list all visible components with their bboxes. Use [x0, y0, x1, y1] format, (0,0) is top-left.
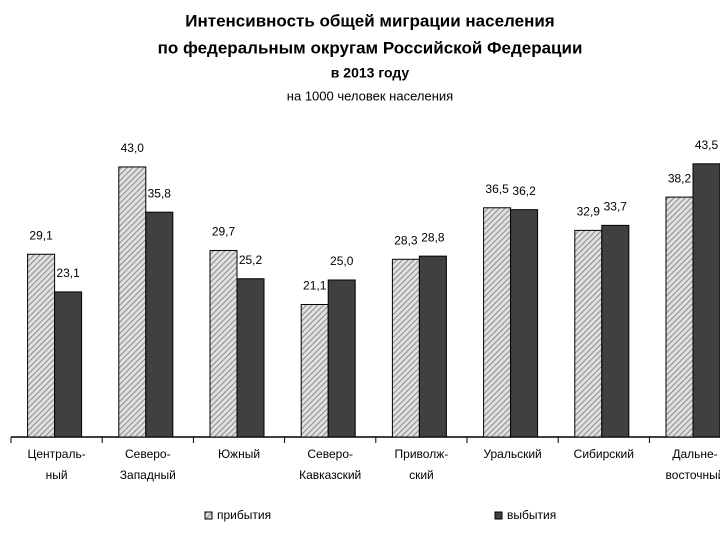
bar [483, 207, 512, 438]
value-label: 21,1 [303, 279, 327, 293]
legend-label: выбытия [507, 508, 556, 522]
legend-swatch [494, 511, 503, 520]
bar [236, 278, 265, 438]
value-label: 38,2 [668, 171, 692, 185]
value-label: 29,1 [29, 228, 53, 242]
bar [391, 258, 420, 438]
value-label: 29,7 [212, 225, 236, 239]
chart-subtitle: на 1000 человек населения [287, 88, 453, 103]
bar [418, 255, 447, 438]
value-label: 25,2 [239, 253, 263, 267]
bar [54, 291, 83, 438]
value-label: 32,9 [577, 205, 601, 219]
chart-title: Интенсивность общей миграции населения [185, 11, 554, 30]
x-tick-label: Южный [218, 447, 260, 461]
bar [601, 224, 630, 438]
x-tick-label: Кавказский [299, 468, 361, 482]
value-label: 43,5 [695, 138, 719, 152]
legend-label: прибытия [217, 508, 271, 522]
x-tick-label: восточный [666, 468, 720, 482]
bar [118, 166, 147, 438]
value-label: 23,1 [56, 266, 80, 280]
x-tick-label: Западный [120, 468, 176, 482]
x-tick-label: Сибирский [574, 447, 634, 461]
value-label: 36,2 [512, 184, 536, 198]
bar [692, 163, 720, 438]
value-label: 28,8 [421, 230, 445, 244]
bar [27, 253, 56, 438]
value-label: 43,0 [121, 141, 145, 155]
bar [574, 229, 603, 438]
value-label: 33,7 [604, 200, 628, 214]
x-tick-label: Уральский [483, 447, 541, 461]
x-tick-label: Северо- [307, 447, 353, 461]
chart-title: в 2013 году [331, 65, 410, 81]
x-tick-label: Централь- [27, 447, 85, 461]
x-tick-label: Дальне- [672, 447, 717, 461]
bar [665, 196, 694, 438]
x-tick-label: ный [46, 468, 68, 482]
legend-swatch [204, 511, 213, 520]
bar [327, 279, 356, 438]
bar [145, 211, 174, 438]
chart-title: по федеральным округам Российской Федера… [158, 38, 583, 57]
x-tick-label: ский [409, 468, 434, 482]
bar [300, 303, 329, 438]
value-label: 36,5 [485, 182, 509, 196]
x-tick-label: Северо- [125, 447, 171, 461]
bar [510, 209, 539, 438]
value-label: 35,8 [148, 186, 172, 200]
value-label: 25,0 [330, 254, 354, 268]
value-label: 28,3 [394, 233, 418, 247]
bar [209, 249, 238, 438]
x-tick-label: Приволж- [395, 447, 449, 461]
